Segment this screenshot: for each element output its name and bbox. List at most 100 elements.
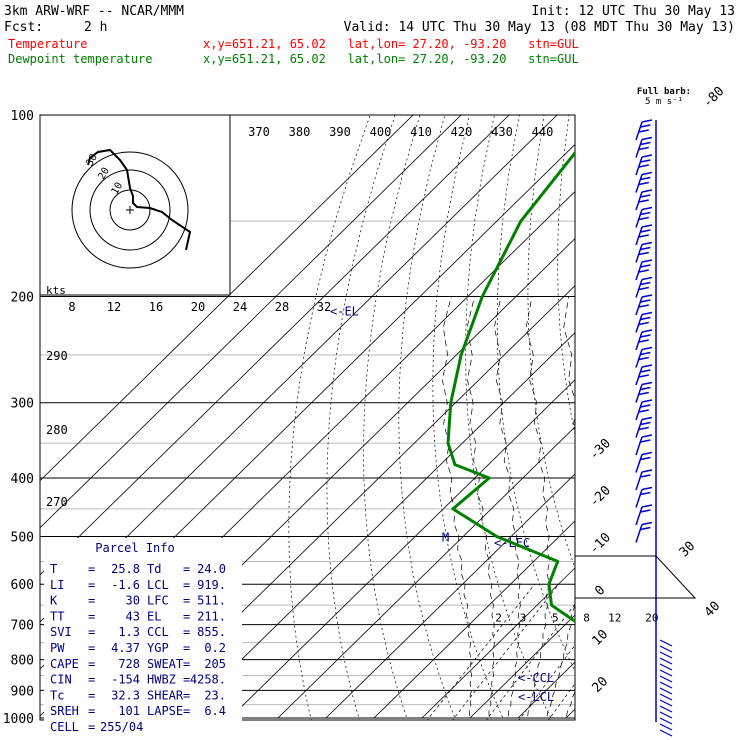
wind-barb-surface bbox=[659, 663, 673, 671]
barb-flag bbox=[638, 339, 649, 343]
parcel-value: 43 bbox=[126, 609, 140, 623]
barb-flag bbox=[641, 451, 653, 456]
mixing-ratio-line bbox=[518, 644, 575, 720]
barb-flag bbox=[638, 409, 649, 413]
barb-flag bbox=[641, 329, 653, 333]
dry-adiabat bbox=[496, 115, 575, 673]
isotherm bbox=[373, 520, 575, 719]
wind-barb bbox=[635, 276, 653, 298]
mixing-ratio-line bbox=[426, 583, 535, 720]
isotherm bbox=[325, 473, 575, 719]
theta-label-left: 290 bbox=[46, 349, 68, 363]
dewpoint-profile bbox=[446, 150, 575, 624]
parcel-equals: = bbox=[183, 673, 190, 687]
wind-barb-surface bbox=[659, 645, 673, 653]
parcel-key: CELL bbox=[50, 720, 79, 734]
barb-flag bbox=[640, 456, 651, 461]
mixing-ratio-line bbox=[452, 583, 559, 720]
wind-barb-surface bbox=[659, 681, 673, 689]
speed-scale-label: 16 bbox=[149, 300, 163, 314]
barb-staff bbox=[635, 314, 643, 333]
wind-barb bbox=[635, 434, 653, 456]
theta-label: 380 bbox=[289, 125, 311, 139]
barb-flag bbox=[641, 294, 653, 298]
barb-flag bbox=[638, 164, 649, 168]
parcel-equals: = bbox=[183, 609, 190, 623]
parcel-key: LCL bbox=[147, 578, 169, 592]
pressure-tick-label: 100 bbox=[11, 109, 34, 124]
dry-adiabat bbox=[398, 115, 457, 720]
isotherm bbox=[40, 115, 414, 482]
barb-flag bbox=[640, 439, 651, 443]
barb-flag bbox=[641, 241, 653, 246]
parcel-value: -1.6 bbox=[111, 578, 140, 592]
mixing-ratio-label: 8 bbox=[583, 612, 590, 625]
barb-flag bbox=[641, 119, 653, 123]
speed-scale-label: 20 bbox=[191, 300, 205, 314]
barb-staff bbox=[635, 174, 643, 193]
barb-flag bbox=[641, 381, 653, 386]
barb-flag bbox=[641, 276, 653, 281]
pressure-tick-label: 900 bbox=[11, 684, 34, 699]
pressure-tick-label: 600 bbox=[11, 578, 34, 593]
barb-flag bbox=[638, 374, 649, 378]
hodograph-ring-label: 10 bbox=[110, 181, 126, 197]
wind-barb-surface bbox=[659, 669, 673, 677]
wind-barb bbox=[635, 504, 653, 526]
isotherm bbox=[40, 115, 510, 576]
barb-flag bbox=[640, 246, 651, 251]
isotherm bbox=[229, 379, 575, 719]
barb-flag bbox=[640, 281, 651, 286]
barb-staff bbox=[635, 419, 643, 438]
parcel-value: 24.0 bbox=[197, 562, 226, 576]
isotherm-label: -10 bbox=[587, 530, 614, 557]
pressure-tick-label: 300 bbox=[11, 397, 34, 412]
isotherm bbox=[421, 567, 575, 719]
barb-flag bbox=[641, 504, 653, 508]
wind-barb bbox=[635, 224, 653, 246]
parcel-equals: = bbox=[88, 609, 95, 623]
wind-barb-surface bbox=[659, 717, 673, 725]
isotherm bbox=[181, 332, 575, 719]
wind-barb bbox=[635, 171, 653, 193]
parcel-equals: = bbox=[183, 625, 190, 639]
barb-staff bbox=[635, 261, 643, 281]
pressure-tick-label: 500 bbox=[11, 530, 34, 545]
barb-staff bbox=[635, 471, 643, 491]
isotherm bbox=[469, 614, 575, 719]
parcel-key: Tc bbox=[50, 688, 64, 702]
parcel-equals: = bbox=[88, 657, 95, 671]
barb-flag bbox=[641, 469, 653, 473]
parcel-key: K bbox=[50, 594, 58, 608]
barb-flag bbox=[641, 259, 653, 263]
barb-flag bbox=[638, 181, 649, 186]
level-annotation: M bbox=[442, 530, 449, 544]
parcel-key: LI bbox=[50, 578, 64, 592]
parcel-info-title: Parcel Info bbox=[95, 541, 174, 555]
barb-flag bbox=[638, 269, 649, 273]
barb-flag bbox=[638, 286, 649, 291]
barb-flag bbox=[640, 509, 651, 513]
barb-flag bbox=[640, 351, 651, 356]
parcel-key: EL bbox=[147, 609, 161, 623]
wind-barb-surface bbox=[659, 723, 673, 731]
wind-barb bbox=[635, 364, 653, 386]
barb-flag bbox=[641, 154, 653, 158]
parcel-key: SHEAR bbox=[147, 688, 184, 702]
dewpoint-legend-info: x,y=651.21, 65.02 lat,lon= 27.20, -93.20… bbox=[203, 52, 579, 66]
barb-flag bbox=[640, 474, 651, 478]
fcst-value: 2 h bbox=[84, 20, 107, 35]
wind-barb-surface bbox=[659, 705, 673, 713]
parcel-key: YGP bbox=[147, 641, 169, 655]
parcel-equals: = bbox=[183, 562, 190, 576]
isotherm bbox=[40, 115, 462, 529]
parcel-value: 205 bbox=[204, 657, 226, 671]
plot-frame bbox=[39, 114, 576, 721]
dry-adiabat bbox=[718, 115, 740, 731]
mixing-ratio-line bbox=[485, 603, 575, 720]
wind-barb bbox=[635, 241, 653, 263]
barb-flag bbox=[638, 216, 649, 221]
init-time: Init: 12 UTC Thu 30 May 13 bbox=[532, 4, 736, 19]
wind-barb bbox=[635, 119, 653, 141]
